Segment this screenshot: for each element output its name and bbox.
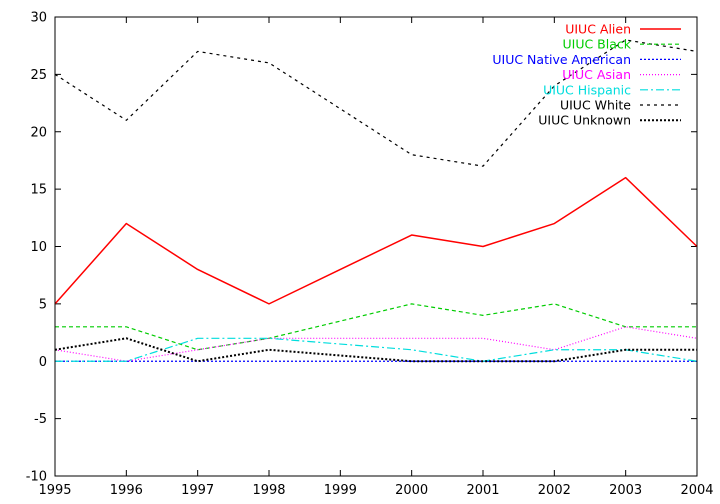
legend-label: UIUC Native American (492, 52, 631, 67)
y-tick-label: 5 (39, 297, 47, 312)
series-line-uiuc-unknown (54, 337, 697, 363)
y-tick-label: 15 (30, 183, 47, 198)
series-line-uiuc-asian (54, 326, 698, 362)
legend-label: UIUC Unknown (538, 113, 631, 128)
legend-label: UIUC Black (562, 37, 631, 52)
legend-label: UIUC White (560, 98, 631, 113)
series-line-uiuc-hispanic (55, 337, 698, 362)
y-tick-label: -5 (34, 412, 47, 427)
y-tick-label: -10 (26, 470, 47, 485)
y-tick-label: 25 (30, 68, 47, 83)
y-tick-label: 30 (30, 11, 47, 26)
x-tick-label: 2001 (466, 483, 499, 498)
series-line-uiuc-white (54, 39, 698, 167)
x-tick-label: 1995 (38, 483, 71, 498)
plot-series (54, 39, 698, 363)
y-tick-label: 10 (30, 240, 47, 255)
y-tick-label: 20 (30, 125, 47, 140)
legend-label: UIUC Hispanic (543, 82, 631, 97)
y-tick-label: 0 (39, 355, 47, 370)
legend-label: UIUC Asian (562, 67, 631, 82)
x-tick-label: 1997 (181, 483, 214, 498)
series-line-uiuc-black (55, 303, 697, 351)
x-tick-label: 1996 (110, 483, 143, 498)
x-tick-label: 1998 (252, 483, 285, 498)
plot-frame (54, 16, 698, 477)
series-line-uiuc-alien (54, 176, 698, 305)
x-tick-label: 2003 (609, 483, 642, 498)
legend-label: UIUC Alien (565, 22, 631, 37)
x-tick-label: 2000 (395, 483, 428, 498)
x-tick-label: 2002 (538, 483, 571, 498)
x-axis: 1995 1996 1997 1998 1999 2000 2001 2002 2003 2004 (38, 17, 714, 498)
x-tick-label: 1999 (324, 483, 357, 498)
x-tick-label: 2004 (680, 483, 713, 498)
